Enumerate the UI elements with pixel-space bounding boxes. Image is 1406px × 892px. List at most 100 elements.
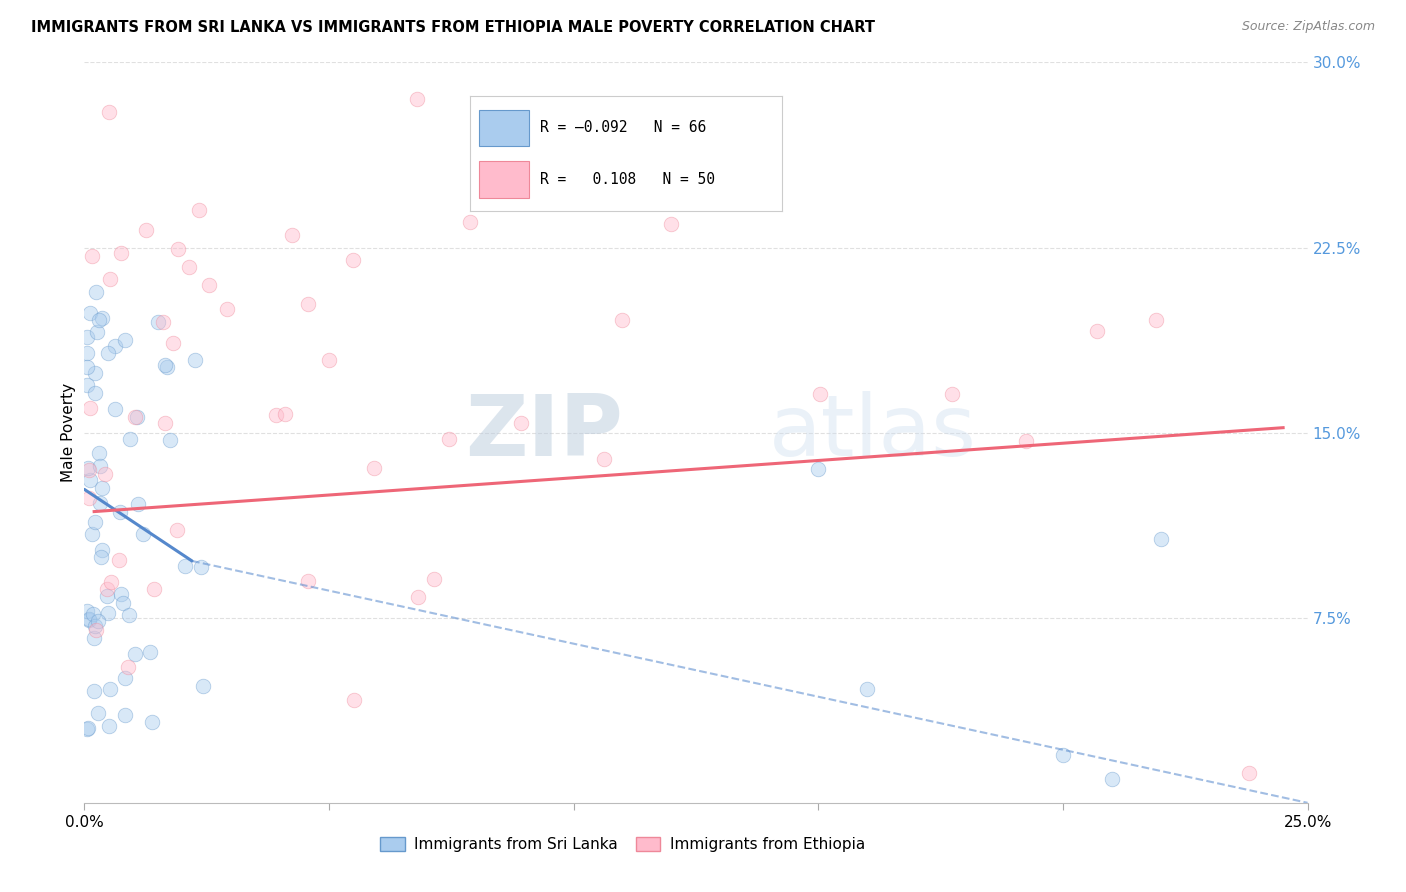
Point xyxy=(97,719,120,733)
Point xyxy=(159,433,181,447)
Point xyxy=(1085,324,1108,338)
Point xyxy=(83,684,105,698)
Point xyxy=(808,386,831,401)
Point xyxy=(90,311,112,326)
Point xyxy=(76,460,98,475)
Point xyxy=(118,607,141,622)
Point xyxy=(856,681,879,696)
Point xyxy=(941,386,963,401)
Text: Source: ZipAtlas.com: Source: ZipAtlas.com xyxy=(1241,20,1375,33)
Point xyxy=(97,607,120,621)
Point xyxy=(191,679,214,693)
Text: IMMIGRANTS FROM SRI LANKA VS IMMIGRANTS FROM ETHIOPIA MALE POVERTY CORRELATION C: IMMIGRANTS FROM SRI LANKA VS IMMIGRANTS … xyxy=(31,20,875,35)
Point xyxy=(142,582,165,597)
Point xyxy=(264,409,287,423)
Point xyxy=(89,459,111,474)
Point xyxy=(297,574,319,588)
Point xyxy=(280,228,302,243)
Point xyxy=(132,526,155,541)
Point xyxy=(83,515,105,529)
Point xyxy=(79,401,101,416)
Point xyxy=(1146,313,1168,327)
Point xyxy=(82,527,104,541)
Legend: Immigrants from Sri Lanka, Immigrants from Ethiopia: Immigrants from Sri Lanka, Immigrants fr… xyxy=(374,830,870,858)
Text: ZIP: ZIP xyxy=(465,391,623,475)
Point xyxy=(139,645,162,659)
Point xyxy=(77,721,100,735)
Point xyxy=(406,92,429,106)
Point xyxy=(343,693,366,707)
Point xyxy=(77,613,100,627)
Point xyxy=(342,252,364,267)
Point xyxy=(510,416,533,430)
Point xyxy=(188,202,211,217)
Point xyxy=(77,491,100,505)
Point xyxy=(162,336,184,351)
Point xyxy=(96,582,118,596)
Point xyxy=(177,260,200,274)
Point xyxy=(610,313,633,327)
Point xyxy=(87,312,110,326)
Point xyxy=(87,615,110,629)
Point xyxy=(96,346,118,360)
Point xyxy=(1101,772,1123,786)
Point xyxy=(124,647,146,661)
Point xyxy=(174,559,197,574)
Point xyxy=(1237,766,1260,780)
Point xyxy=(152,314,174,328)
Point xyxy=(76,604,98,618)
Point xyxy=(127,497,149,511)
Point xyxy=(108,553,131,567)
Point xyxy=(90,481,112,495)
Point xyxy=(592,452,614,467)
Point xyxy=(125,410,148,425)
Point xyxy=(79,306,101,320)
Point xyxy=(141,715,163,730)
Point xyxy=(76,360,98,375)
Point xyxy=(1150,533,1173,547)
Point xyxy=(83,366,105,380)
Point xyxy=(110,246,132,260)
Point xyxy=(297,297,319,311)
Point xyxy=(79,473,101,487)
Point xyxy=(423,572,446,586)
Point xyxy=(76,722,98,736)
Point xyxy=(100,574,122,589)
Point xyxy=(104,401,127,416)
Point xyxy=(98,272,121,286)
Y-axis label: Male Poverty: Male Poverty xyxy=(60,383,76,483)
Point xyxy=(77,612,100,626)
Point xyxy=(1014,434,1036,449)
Point xyxy=(114,671,136,685)
Point xyxy=(135,223,157,237)
Point xyxy=(89,446,111,460)
Point xyxy=(86,706,108,720)
Point xyxy=(97,104,120,119)
Point xyxy=(460,215,482,229)
Point xyxy=(76,330,98,344)
Point xyxy=(111,596,134,610)
Point xyxy=(184,353,207,368)
Point xyxy=(117,660,139,674)
Point xyxy=(89,496,111,510)
Point xyxy=(153,417,176,431)
Point xyxy=(124,410,146,425)
Point xyxy=(148,314,170,328)
Point xyxy=(84,285,107,300)
Point xyxy=(110,505,132,519)
Point xyxy=(1052,747,1074,762)
Point xyxy=(190,560,212,574)
Point xyxy=(96,590,118,604)
Point xyxy=(86,326,108,340)
Point xyxy=(217,302,239,317)
Point xyxy=(103,339,125,353)
Point xyxy=(84,624,107,638)
Text: atlas: atlas xyxy=(769,391,977,475)
Point xyxy=(84,386,107,401)
Point xyxy=(437,432,460,446)
Point xyxy=(80,249,103,263)
Point xyxy=(100,681,122,696)
Point xyxy=(76,377,98,392)
Point xyxy=(659,217,682,231)
Point xyxy=(77,463,100,477)
